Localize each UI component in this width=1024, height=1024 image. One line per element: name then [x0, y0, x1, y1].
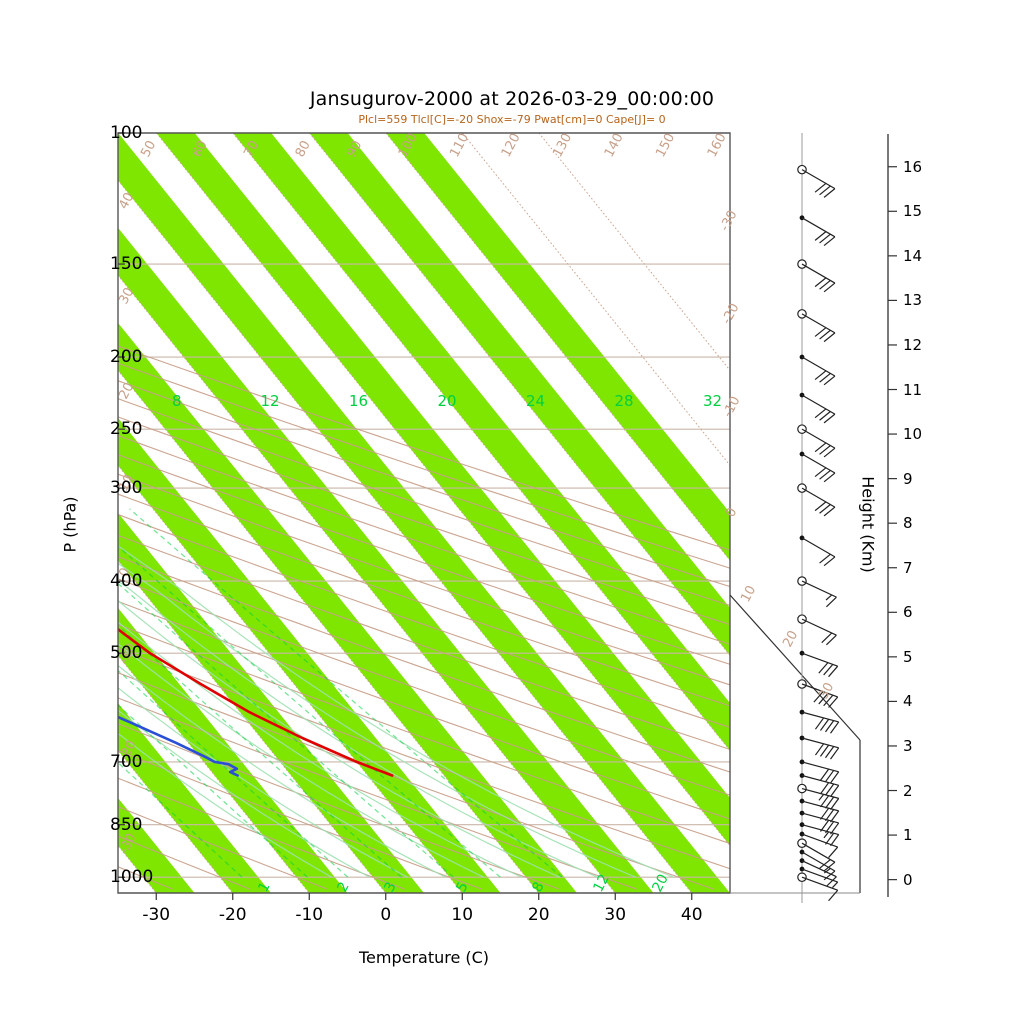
- temperature-tick-label: 0: [380, 905, 392, 925]
- dry-adiabat-label: 90: [344, 138, 365, 160]
- trace-temperature: [118, 162, 394, 777]
- height-tick-label: 9: [903, 469, 913, 488]
- height-tick-label: 12: [903, 335, 923, 354]
- wind-level-marker: [799, 810, 805, 816]
- height-tick-label: 7: [903, 558, 913, 577]
- dry-adiabat-label: 130: [550, 131, 575, 160]
- temperature-tick-label: -30: [142, 905, 171, 925]
- height-tick-label: 3: [903, 736, 913, 755]
- height-tick-label: 10: [903, 425, 923, 444]
- temperature-tick-label: 40: [680, 905, 703, 925]
- dry-adiabat-label: 120: [499, 131, 524, 160]
- isotherm-label-right: -30: [717, 208, 740, 234]
- wind-level-marker: [799, 535, 805, 541]
- wind-level-marker: [799, 866, 805, 872]
- isotherm-value-label: 32: [703, 392, 722, 410]
- wind-level-marker: [799, 759, 805, 765]
- isotherm-label-left: 20: [116, 380, 137, 402]
- temperature-tick-label: 20: [527, 905, 550, 925]
- height-tick-label: 13: [903, 291, 923, 310]
- bevel-edge: [729, 594, 861, 741]
- isotherm-label-right: 20: [780, 628, 801, 650]
- wind-level-marker: [799, 650, 805, 656]
- page-title: Jansugurov-2000 at 2026-03-29_00:00:00: [309, 88, 715, 110]
- trace-dewpoint: [118, 156, 239, 777]
- isotherm-label-left: 10: [116, 472, 137, 494]
- height-tick-label: 0: [903, 870, 913, 889]
- dry-adiabat-label: 50: [138, 138, 159, 160]
- dry-adiabat-label: 70: [241, 138, 262, 160]
- temperature-tick-label: -20: [218, 905, 247, 925]
- isotherm-value-label: 12: [261, 392, 280, 410]
- height-tick-label: 1: [903, 826, 913, 845]
- wind-level-marker: [799, 709, 805, 715]
- isotherm-value-label: 20: [438, 392, 457, 410]
- temperature-tick-label: 30: [604, 905, 627, 925]
- height-tick-label: 8: [903, 514, 913, 533]
- plot-frame: [117, 132, 731, 894]
- isotherm-label-right: 30: [816, 680, 837, 702]
- isotherm-label-left: 40: [116, 190, 137, 212]
- sounding-traces: [118, 156, 394, 777]
- x-axis-label: Temperature (C): [358, 948, 490, 967]
- shaded-bands: [118, 133, 730, 893]
- dry-adiabat-label: 140: [602, 131, 627, 160]
- height-tick-label: 14: [903, 246, 923, 265]
- isotherm-label-right: 10: [738, 583, 759, 605]
- height-tick-label: 5: [903, 647, 913, 666]
- wind-level-marker: [799, 822, 805, 828]
- mixing-ratio-label: 20: [649, 872, 671, 895]
- dry-adiabat-label: 110: [447, 131, 472, 160]
- dry-adiabat-label: 150: [653, 131, 678, 160]
- isotherm-value-label: 24: [526, 392, 545, 410]
- isotherm-value-label: 8: [172, 392, 182, 410]
- height-tick-label: 6: [903, 603, 913, 622]
- isotherm-label-right: -10: [720, 394, 743, 420]
- height-tick-label: 11: [903, 380, 923, 399]
- mixing-ratio-label: 12: [590, 872, 612, 895]
- height-tick-label: 15: [903, 202, 923, 221]
- wind-level-marker: [797, 259, 807, 269]
- isotherm-value-label: 28: [615, 392, 634, 410]
- height-tick-label: 4: [903, 692, 913, 711]
- dry-adiabat-label: 160: [705, 131, 730, 160]
- isotherm-value-label: 16: [349, 392, 368, 410]
- height-tick-label: 2: [903, 781, 913, 800]
- isotherm-label-left: 30: [116, 285, 137, 307]
- wind-barb-column: [797, 133, 840, 903]
- wind-level-marker: [799, 849, 805, 855]
- isotherm-label-right: -20: [719, 301, 742, 327]
- sounding-indices-subtitle: Plcl=559 Tlcl[C]=-20 Shox=-79 Pwat[cm]=0…: [358, 113, 666, 126]
- temperature-tick-label: 10: [451, 905, 474, 925]
- dry-adiabat-label: 60: [190, 138, 211, 160]
- height-tick-label: 16: [903, 157, 923, 176]
- temperature-tick-label: -10: [295, 905, 324, 925]
- dry-adiabat-label: 80: [293, 138, 314, 160]
